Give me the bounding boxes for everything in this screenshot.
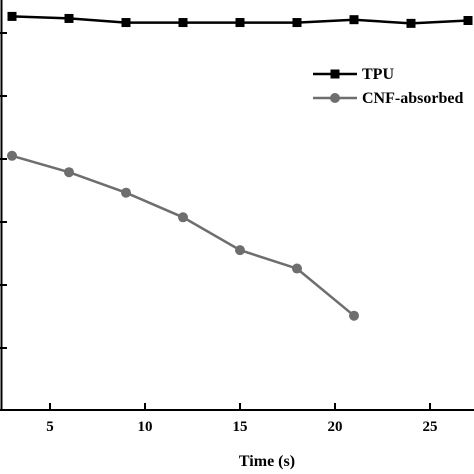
legend-item: TPU: [313, 66, 394, 83]
legend-item: CNF-absorbed: [313, 90, 463, 107]
series-2: [7, 150, 359, 321]
data-point: [64, 13, 74, 23]
legend-swatch-marker: [330, 69, 340, 79]
x-tick-label: 20: [328, 419, 343, 435]
axes: 5 10 15 20 25: [0, 0, 474, 435]
data-point: [121, 187, 131, 198]
data-point: [463, 16, 473, 25]
data-point: [7, 11, 17, 21]
legend: TPU CNF-absorbed: [313, 66, 463, 107]
x-axis-title: Time (s): [239, 453, 295, 470]
series-1: [7, 11, 473, 28]
data-point: [349, 310, 359, 321]
data-point: [64, 167, 74, 178]
series-line: [11, 154, 355, 317]
x-tick-label: 5: [46, 419, 54, 435]
data-point: [292, 18, 302, 28]
series-layer: [7, 11, 473, 321]
data-point: [349, 15, 359, 25]
legend-label: TPU: [362, 66, 394, 83]
x-tick-label: 25: [423, 419, 438, 435]
data-point: [178, 212, 188, 223]
data-point: [406, 18, 416, 28]
data-point: [235, 245, 245, 256]
data-point: [178, 18, 188, 28]
x-tick-label: 10: [138, 419, 153, 435]
legend-label: CNF-absorbed: [362, 90, 463, 107]
data-point: [292, 263, 302, 274]
data-point: [7, 150, 17, 161]
data-point: [235, 18, 245, 28]
legend-swatch-marker: [330, 93, 340, 103]
data-point: [121, 18, 131, 28]
x-tick-label: 15: [233, 419, 248, 435]
